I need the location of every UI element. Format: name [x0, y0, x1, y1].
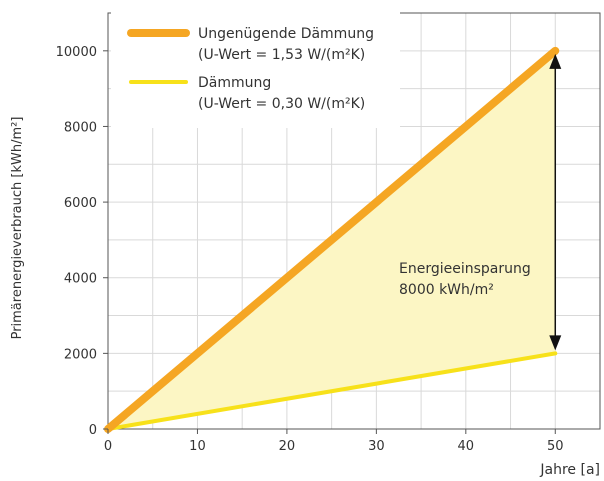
y-axis-label: Primärenergieverbrauch [kWh/m²] — [10, 117, 25, 340]
x-tick-label: 30 — [368, 439, 385, 454]
legend-sublabel-ungenuegend: (U-Wert = 1,53 W/(m²K) — [198, 47, 365, 63]
y-tick-label: 4000 — [64, 272, 97, 287]
arrow-head-top — [549, 53, 562, 69]
annotation-line1: Energieeinsparung — [399, 261, 531, 277]
savings-arrow — [549, 53, 562, 351]
y-tick-label: 8000 — [64, 120, 97, 135]
x-tick-label: 0 — [104, 439, 112, 454]
series-line-daemmung — [106, 351, 558, 431]
x-tick-label: 20 — [279, 439, 296, 454]
x-axis-label: Jahre [a] — [539, 462, 600, 478]
y-tick-label: 2000 — [64, 347, 97, 362]
series-line-ungenuegend — [104, 46, 560, 433]
legend-label-daemmung: Dämmung — [198, 75, 271, 91]
annotation-line2: 8000 kWh/m² — [399, 282, 494, 298]
legend-label-ungenuegend: Ungenügende Dämmung — [198, 26, 374, 42]
series-lines — [104, 46, 560, 433]
x-tick-label: 40 — [458, 439, 475, 454]
x-tick-label: 10 — [189, 439, 206, 454]
y-tick-label: 6000 — [64, 196, 97, 211]
legend: Ungenügende Dämmung (U-Wert = 1,53 W/(m²… — [111, 12, 400, 128]
y-tick-label: 10000 — [56, 45, 97, 60]
tick-labels: 0 10 20 30 40 50 0 2000 4000 6000 8000 10000 — [56, 45, 564, 454]
x-tick-label: 50 — [547, 439, 564, 454]
y-tick-label: 0 — [89, 423, 97, 438]
legend-sublabel-daemmung: (U-Wert = 0,30 W/(m²K) — [198, 96, 365, 112]
arrow-head-bottom — [549, 335, 562, 351]
